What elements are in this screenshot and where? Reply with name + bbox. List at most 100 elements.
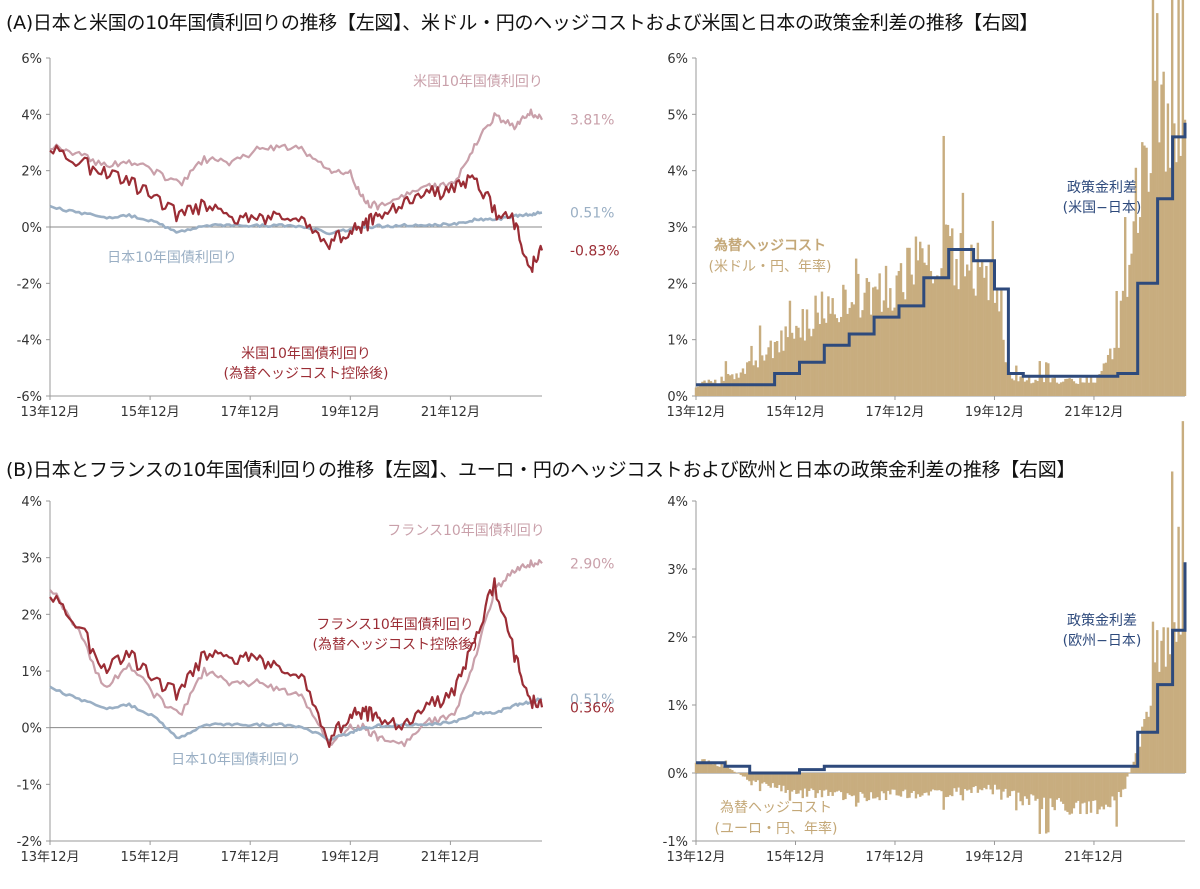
hedge-cost-bar xyxy=(756,773,760,781)
hedge-cost-bar xyxy=(840,316,843,396)
hedge-cost-bar xyxy=(1087,773,1091,802)
series-end-label: 0.51% xyxy=(570,206,614,222)
hedge-cost-bar xyxy=(1042,773,1046,798)
hedge-cost-bar xyxy=(1085,773,1088,815)
hedge-cost-bar xyxy=(991,773,995,795)
hedge-cost-bar xyxy=(1106,773,1110,807)
hedge-cost-bar xyxy=(1045,773,1048,834)
x-tick-label: 21年12月 xyxy=(1064,850,1123,865)
hedge-cost-bar xyxy=(1019,773,1022,802)
hedge-cost-bar xyxy=(933,773,937,791)
hedge-cost-bar xyxy=(1175,162,1178,396)
hedge-cost-bar xyxy=(1040,773,1044,810)
hedge-cost-bar xyxy=(1004,773,1007,789)
hedge-cost-bar xyxy=(970,244,973,396)
hedge-cost-bar xyxy=(1034,379,1037,396)
hedge-cost-bar xyxy=(829,773,832,793)
hedge-cost-bar xyxy=(831,298,834,396)
hedge-cost-bar xyxy=(1074,383,1078,396)
hedge-cost-bar xyxy=(711,382,715,396)
hedge-cost-bar xyxy=(938,276,941,396)
hedge-cost-bar xyxy=(788,773,792,801)
hedge-cost-bar xyxy=(1130,767,1133,773)
hedge-cost-bar xyxy=(923,773,926,794)
hedge-cost-bar xyxy=(805,773,809,797)
hedge-cost-bar xyxy=(1119,773,1123,798)
hedge-cost-bar xyxy=(987,300,990,396)
hedge-cost-bar xyxy=(1147,716,1150,773)
hedge-cost-bar xyxy=(1070,378,1074,396)
hedge-cost-bar xyxy=(833,773,836,793)
hedge-cost-bar xyxy=(743,773,747,777)
hedge-cost-bar xyxy=(711,764,715,773)
x-tick-label: 17年12月 xyxy=(865,405,924,420)
hedge-cost-bar xyxy=(765,773,768,784)
hedge-cost-bar xyxy=(942,135,945,396)
hedge-cost-bar xyxy=(948,773,952,796)
hedge-cost-bar xyxy=(816,312,819,396)
hedge-cost-bar xyxy=(1006,363,1009,396)
hedge-cost-bar xyxy=(1166,627,1170,773)
hedge-cost-bar xyxy=(1081,773,1084,804)
hedge-cost-bar xyxy=(878,273,881,396)
hedge-cost-bar xyxy=(748,773,751,782)
hedge-cost-bar xyxy=(1179,155,1182,396)
hedge-cost-bar xyxy=(919,241,922,396)
hedge-cost-bar xyxy=(1164,171,1167,396)
hedge-cost-bar xyxy=(767,773,770,786)
hedge-cost-bar xyxy=(837,773,841,791)
hedge-cost-bar xyxy=(1158,142,1161,396)
hedge-cost-bar xyxy=(1055,382,1059,396)
y-tick-label: -6% xyxy=(17,390,42,405)
hedge-cost-bar xyxy=(961,773,965,801)
hedge-cost-bar xyxy=(771,358,775,396)
x-tick-label: 13年12月 xyxy=(666,405,725,420)
hedge-cost-bar xyxy=(914,773,918,799)
x-tick-label: 21年12月 xyxy=(421,405,480,420)
hedge-cost-bar xyxy=(899,263,903,396)
policy-spread-label-1: 政策金利差 xyxy=(1067,179,1137,196)
hedge-cost-bar xyxy=(1111,773,1114,797)
hedge-cost-bar xyxy=(1134,167,1138,396)
hedge-cost-bar xyxy=(1066,773,1069,812)
hedge-cost-bar xyxy=(1173,123,1176,396)
y-tick-label: 2% xyxy=(21,608,42,623)
hedge-cost-bar xyxy=(820,773,824,798)
hedge-cost-bar xyxy=(921,248,924,396)
hedge-cost-bar xyxy=(878,773,881,801)
y-tick-label: 3% xyxy=(21,552,42,567)
y-tick-label: 1% xyxy=(667,699,688,714)
y-tick-label: 6% xyxy=(21,52,42,67)
hedge-cost-bar xyxy=(1115,290,1118,396)
hedge-cost-bar xyxy=(1042,382,1046,396)
hedge-cost-bar xyxy=(822,773,826,791)
hedge-cost-bar xyxy=(895,773,898,796)
hedge-cost-bar xyxy=(728,768,732,773)
hedge-cost-bar xyxy=(882,773,886,794)
series-end-label: 0.36% xyxy=(570,700,614,716)
hedge-cost-bar xyxy=(786,337,790,396)
hedge-cost-bar xyxy=(1094,382,1097,396)
y-tick-label: 0% xyxy=(667,390,688,405)
hedge-cost-bar xyxy=(1130,253,1133,396)
hedge-cost-bar xyxy=(816,773,819,794)
hedge-cost-bar xyxy=(707,379,711,396)
hedge-cost-bar xyxy=(923,262,926,396)
hedge-cost-bar xyxy=(1102,773,1106,810)
hedge-cost-bar xyxy=(1160,84,1163,396)
hedge-cost-bar xyxy=(882,300,886,396)
hedge-cost-bar xyxy=(893,773,896,790)
hedge-cost-bar xyxy=(703,759,706,773)
hedge-cost-bar xyxy=(987,773,990,785)
hedge-cost-bar xyxy=(829,313,832,396)
hedge-cost-bar xyxy=(737,377,740,396)
hedge-cost-bar xyxy=(1153,80,1157,396)
hedge-cost-bar xyxy=(1145,711,1148,773)
hedge-cost-bar xyxy=(1121,290,1125,396)
hedge-cost-bar xyxy=(1117,773,1121,792)
hedge-cost-bar xyxy=(955,773,958,792)
hedge-cost-bar xyxy=(852,304,856,396)
hedge-cost-bar xyxy=(876,289,879,396)
hedge-cost-bar xyxy=(1072,773,1076,809)
hedge-cost-bar xyxy=(867,281,871,396)
